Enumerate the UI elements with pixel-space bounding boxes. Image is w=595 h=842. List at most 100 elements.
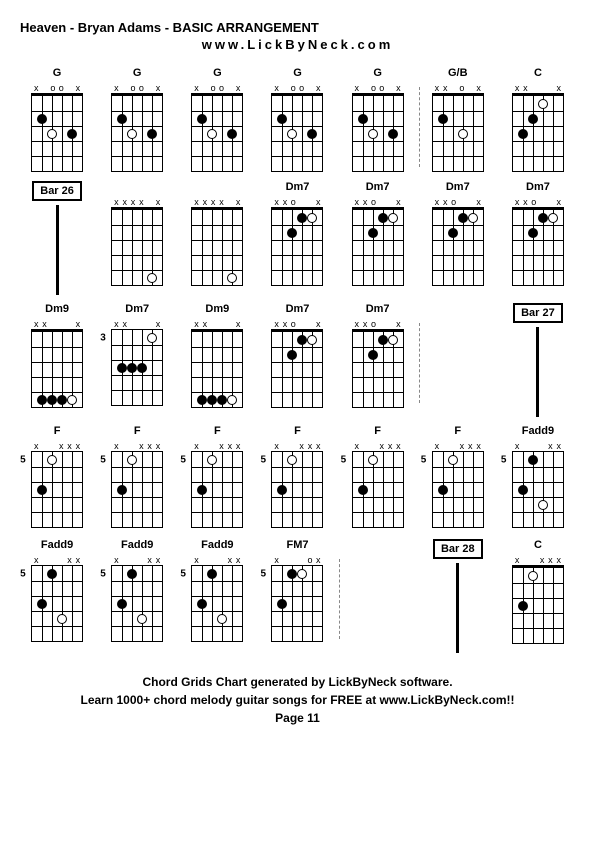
chord-cell: Cxxx (501, 67, 575, 173)
fretboard (191, 329, 243, 408)
chord-diagram: xxxx5 (428, 441, 488, 531)
chord-cell: Fxxxx5 (20, 425, 94, 531)
chord-diagram: xxxx (508, 555, 568, 645)
chord-cell: Fxxxx5 (341, 425, 415, 531)
fretboard (271, 329, 323, 408)
fretboard: 5 (271, 565, 323, 642)
finger-dot (538, 213, 548, 223)
fret-number: 5 (100, 568, 106, 579)
finger-dot (307, 335, 317, 345)
page-number: Page 11 (20, 709, 575, 727)
chord-name: Dm7 (286, 303, 310, 317)
finger-dot (47, 569, 57, 579)
chord-cell: Gxoox (341, 67, 415, 173)
chord-name: C (534, 67, 542, 81)
bar-marker: Bar 26 (20, 181, 94, 295)
chord-cell: Dm9xxx (180, 303, 254, 417)
finger-dot (207, 129, 217, 139)
finger-dot (117, 599, 127, 609)
finger-dot (47, 455, 57, 465)
chord-cell: Fxxxx5 (100, 425, 174, 531)
finger-dot (388, 129, 398, 139)
chord-name: Fadd9 (41, 539, 73, 553)
nut-markers: xxxx (112, 441, 162, 451)
fret-number: 5 (260, 454, 266, 465)
finger-dot (528, 114, 538, 124)
finger-dot (217, 395, 227, 405)
bar-marker: Bar 27 (501, 303, 575, 417)
fretboard (191, 207, 243, 286)
finger-dot (538, 99, 548, 109)
chord-name: G (373, 67, 382, 81)
finger-dot (147, 333, 157, 343)
bar-label: Bar 26 (32, 181, 82, 201)
finger-dot (287, 569, 297, 579)
nut-markers: xxox (353, 197, 403, 207)
nut-markers: xxxx (513, 555, 563, 565)
chord-name: Dm7 (366, 181, 390, 195)
chord-name: F (374, 425, 381, 439)
fretboard (191, 93, 243, 172)
finger-dot (458, 213, 468, 223)
finger-dot (277, 485, 287, 495)
chord-diagram: xoox (348, 83, 408, 173)
finger-dot (368, 455, 378, 465)
finger-dot (127, 569, 137, 579)
chord-diagram: xxxx5 (27, 441, 87, 531)
finger-dot (67, 395, 77, 405)
nut-markers: xxx (513, 83, 563, 93)
chord-name: G (133, 67, 142, 81)
chord-name: F (294, 425, 301, 439)
bar-line (536, 327, 539, 417)
finger-dot (37, 395, 47, 405)
finger-dot (358, 114, 368, 124)
fret-number: 5 (20, 568, 26, 579)
chord-cell: Gxoox (180, 67, 254, 173)
finger-dot (127, 455, 137, 465)
finger-dot (197, 485, 207, 495)
nut-markers: xxx (513, 441, 563, 451)
fretboard: 5 (31, 451, 83, 528)
finger-dot (528, 455, 538, 465)
finger-dot (197, 395, 207, 405)
fretboard: 5 (191, 451, 243, 528)
chord-name: Dm7 (526, 181, 550, 195)
fret-number: 5 (501, 454, 507, 465)
bar-label: Bar 28 (433, 539, 483, 559)
finger-dot (207, 569, 217, 579)
fretboard (512, 93, 564, 172)
fret-number: 5 (180, 454, 186, 465)
chord-diagram: xoox (267, 83, 327, 173)
finger-dot (277, 599, 287, 609)
measure-separator (339, 559, 340, 639)
finger-dot (197, 599, 207, 609)
chord-cell: xxxxx (180, 181, 254, 295)
chord-cell: Fxxxx5 (180, 425, 254, 531)
footer: Chord Grids Chart generated by LickByNec… (20, 673, 575, 727)
finger-dot (197, 114, 207, 124)
chord-name: F (134, 425, 141, 439)
fretboard (352, 207, 404, 286)
chord-name: G (213, 67, 222, 81)
fretboard (352, 329, 404, 408)
fretboard (111, 93, 163, 172)
nut-markers: xoox (192, 83, 242, 93)
chord-diagram: xox5 (267, 555, 327, 645)
nut-markers: xxx (32, 319, 82, 329)
chord-name: Dm7 (286, 181, 310, 195)
fret-number: 5 (180, 568, 186, 579)
fret-number: 5 (100, 454, 106, 465)
fret-number: 5 (260, 568, 266, 579)
chord-name: Dm7 (446, 181, 470, 195)
fretboard (512, 565, 564, 644)
finger-dot (287, 455, 297, 465)
chord-diagram: xxxx5 (107, 441, 167, 531)
finger-dot (37, 485, 47, 495)
nut-markers: xxox (272, 319, 322, 329)
fretboard (31, 93, 83, 172)
chord-diagram: xxxx5 (348, 441, 408, 531)
finger-dot (47, 129, 57, 139)
chord-diagram: xxx (187, 319, 247, 409)
fretboard: 5 (111, 565, 163, 642)
chord-diagram: xxx (508, 83, 568, 173)
